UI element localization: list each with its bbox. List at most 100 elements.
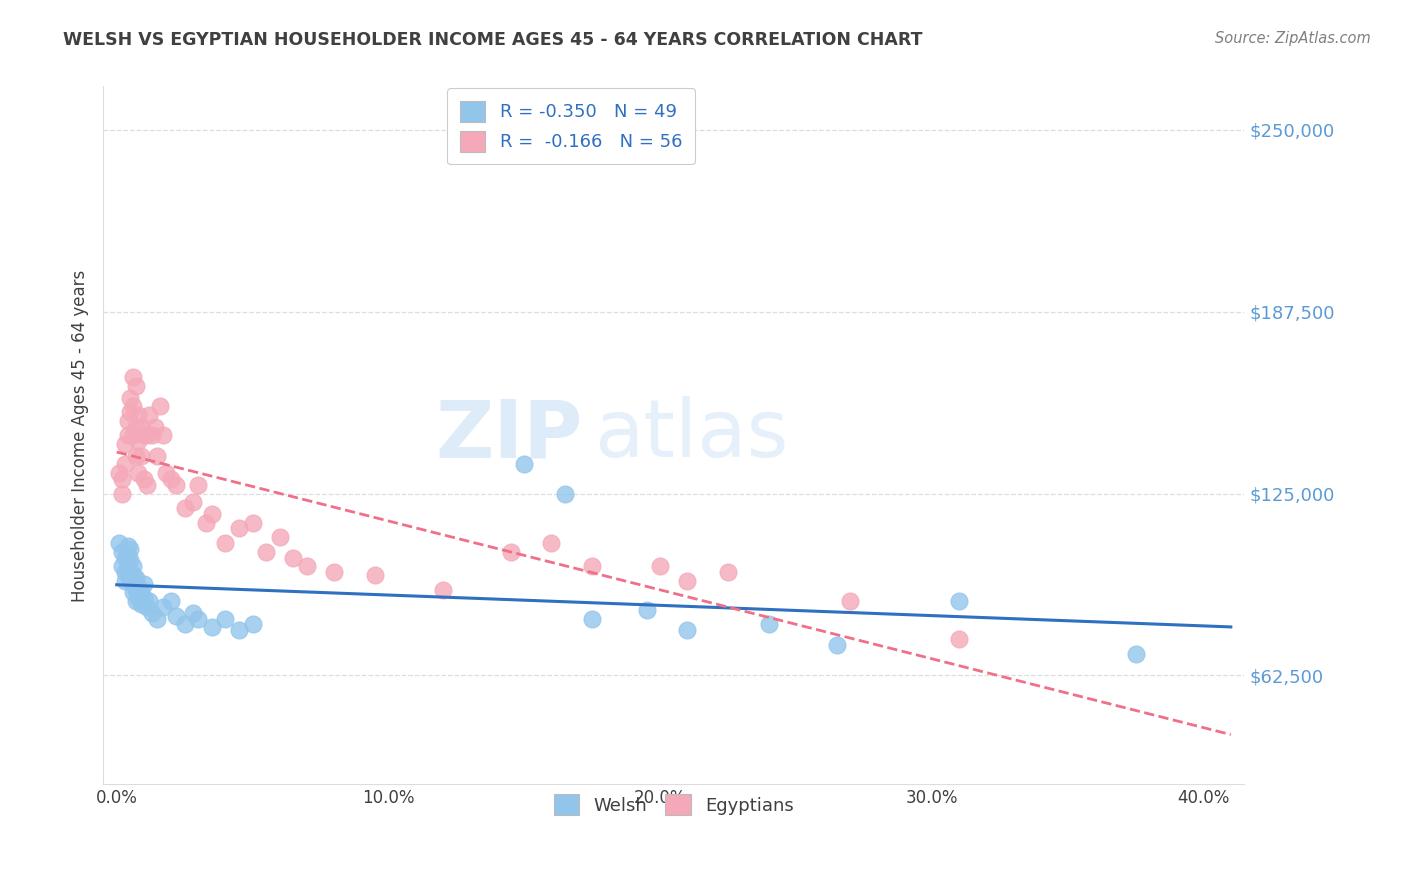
Point bbox=[146, 449, 169, 463]
Point bbox=[122, 370, 145, 384]
Point bbox=[120, 574, 142, 588]
Point bbox=[125, 449, 148, 463]
Point bbox=[195, 516, 218, 530]
Point bbox=[554, 486, 576, 500]
Point bbox=[129, 419, 152, 434]
Point bbox=[127, 467, 149, 481]
Point bbox=[141, 606, 163, 620]
Legend: Welsh, Egyptians: Welsh, Egyptians bbox=[544, 785, 803, 824]
Point bbox=[839, 594, 862, 608]
Point bbox=[117, 414, 139, 428]
Point bbox=[117, 539, 139, 553]
Point bbox=[201, 507, 224, 521]
Point bbox=[152, 599, 174, 614]
Point bbox=[181, 606, 204, 620]
Text: Source: ZipAtlas.com: Source: ZipAtlas.com bbox=[1215, 31, 1371, 46]
Point bbox=[129, 449, 152, 463]
Point bbox=[155, 467, 177, 481]
Point bbox=[117, 548, 139, 562]
Text: WELSH VS EGYPTIAN HOUSEHOLDER INCOME AGES 45 - 64 YEARS CORRELATION CHART: WELSH VS EGYPTIAN HOUSEHOLDER INCOME AGE… bbox=[63, 31, 922, 49]
Point bbox=[132, 472, 155, 486]
Point bbox=[120, 405, 142, 419]
Point bbox=[129, 597, 152, 611]
Point bbox=[122, 400, 145, 414]
Point bbox=[283, 550, 305, 565]
Point bbox=[181, 495, 204, 509]
Point bbox=[127, 408, 149, 422]
Y-axis label: Householder Income Ages 45 - 64 years: Householder Income Ages 45 - 64 years bbox=[72, 269, 89, 601]
Point bbox=[364, 568, 387, 582]
Point bbox=[127, 580, 149, 594]
Point bbox=[143, 419, 166, 434]
Point bbox=[676, 624, 699, 638]
Point bbox=[636, 603, 658, 617]
Point bbox=[117, 568, 139, 582]
Point bbox=[214, 536, 236, 550]
Point bbox=[114, 550, 136, 565]
Point bbox=[114, 574, 136, 588]
Point bbox=[228, 624, 250, 638]
Point bbox=[825, 638, 848, 652]
Point bbox=[228, 521, 250, 535]
Point bbox=[135, 428, 157, 442]
Point bbox=[114, 437, 136, 451]
Point bbox=[132, 428, 155, 442]
Point bbox=[295, 559, 318, 574]
Point bbox=[152, 428, 174, 442]
Point bbox=[948, 594, 970, 608]
Point bbox=[114, 458, 136, 472]
Point bbox=[117, 428, 139, 442]
Point bbox=[127, 591, 149, 606]
Point bbox=[201, 620, 224, 634]
Point bbox=[111, 559, 134, 574]
Point bbox=[135, 599, 157, 614]
Point bbox=[114, 565, 136, 579]
Point bbox=[108, 467, 131, 481]
Point bbox=[138, 594, 160, 608]
Point bbox=[323, 565, 346, 579]
Point bbox=[132, 576, 155, 591]
Point bbox=[540, 536, 562, 550]
Point bbox=[120, 391, 142, 405]
Text: ZIP: ZIP bbox=[436, 396, 582, 475]
Point bbox=[125, 379, 148, 393]
Point bbox=[125, 582, 148, 597]
Point bbox=[120, 565, 142, 579]
Point bbox=[125, 419, 148, 434]
Point bbox=[650, 559, 672, 574]
Point bbox=[141, 428, 163, 442]
Point bbox=[173, 501, 195, 516]
Point bbox=[122, 559, 145, 574]
Point bbox=[129, 585, 152, 599]
Point bbox=[160, 594, 183, 608]
Point bbox=[132, 591, 155, 606]
Point bbox=[242, 516, 264, 530]
Point bbox=[160, 472, 183, 486]
Point bbox=[149, 400, 172, 414]
Point bbox=[187, 478, 209, 492]
Point bbox=[948, 632, 970, 646]
Point bbox=[269, 530, 291, 544]
Point bbox=[187, 612, 209, 626]
Point bbox=[120, 541, 142, 556]
Point bbox=[499, 545, 522, 559]
Point bbox=[1125, 647, 1147, 661]
Point bbox=[138, 408, 160, 422]
Point bbox=[111, 486, 134, 500]
Point bbox=[120, 553, 142, 567]
Point bbox=[242, 617, 264, 632]
Point bbox=[122, 568, 145, 582]
Point bbox=[122, 576, 145, 591]
Point bbox=[758, 617, 780, 632]
Point bbox=[127, 434, 149, 449]
Point bbox=[122, 585, 145, 599]
Point bbox=[108, 536, 131, 550]
Point bbox=[254, 545, 277, 559]
Point bbox=[146, 612, 169, 626]
Point bbox=[432, 582, 454, 597]
Point bbox=[111, 472, 134, 486]
Point bbox=[214, 612, 236, 626]
Point bbox=[513, 458, 536, 472]
Point bbox=[122, 428, 145, 442]
Point bbox=[166, 608, 188, 623]
